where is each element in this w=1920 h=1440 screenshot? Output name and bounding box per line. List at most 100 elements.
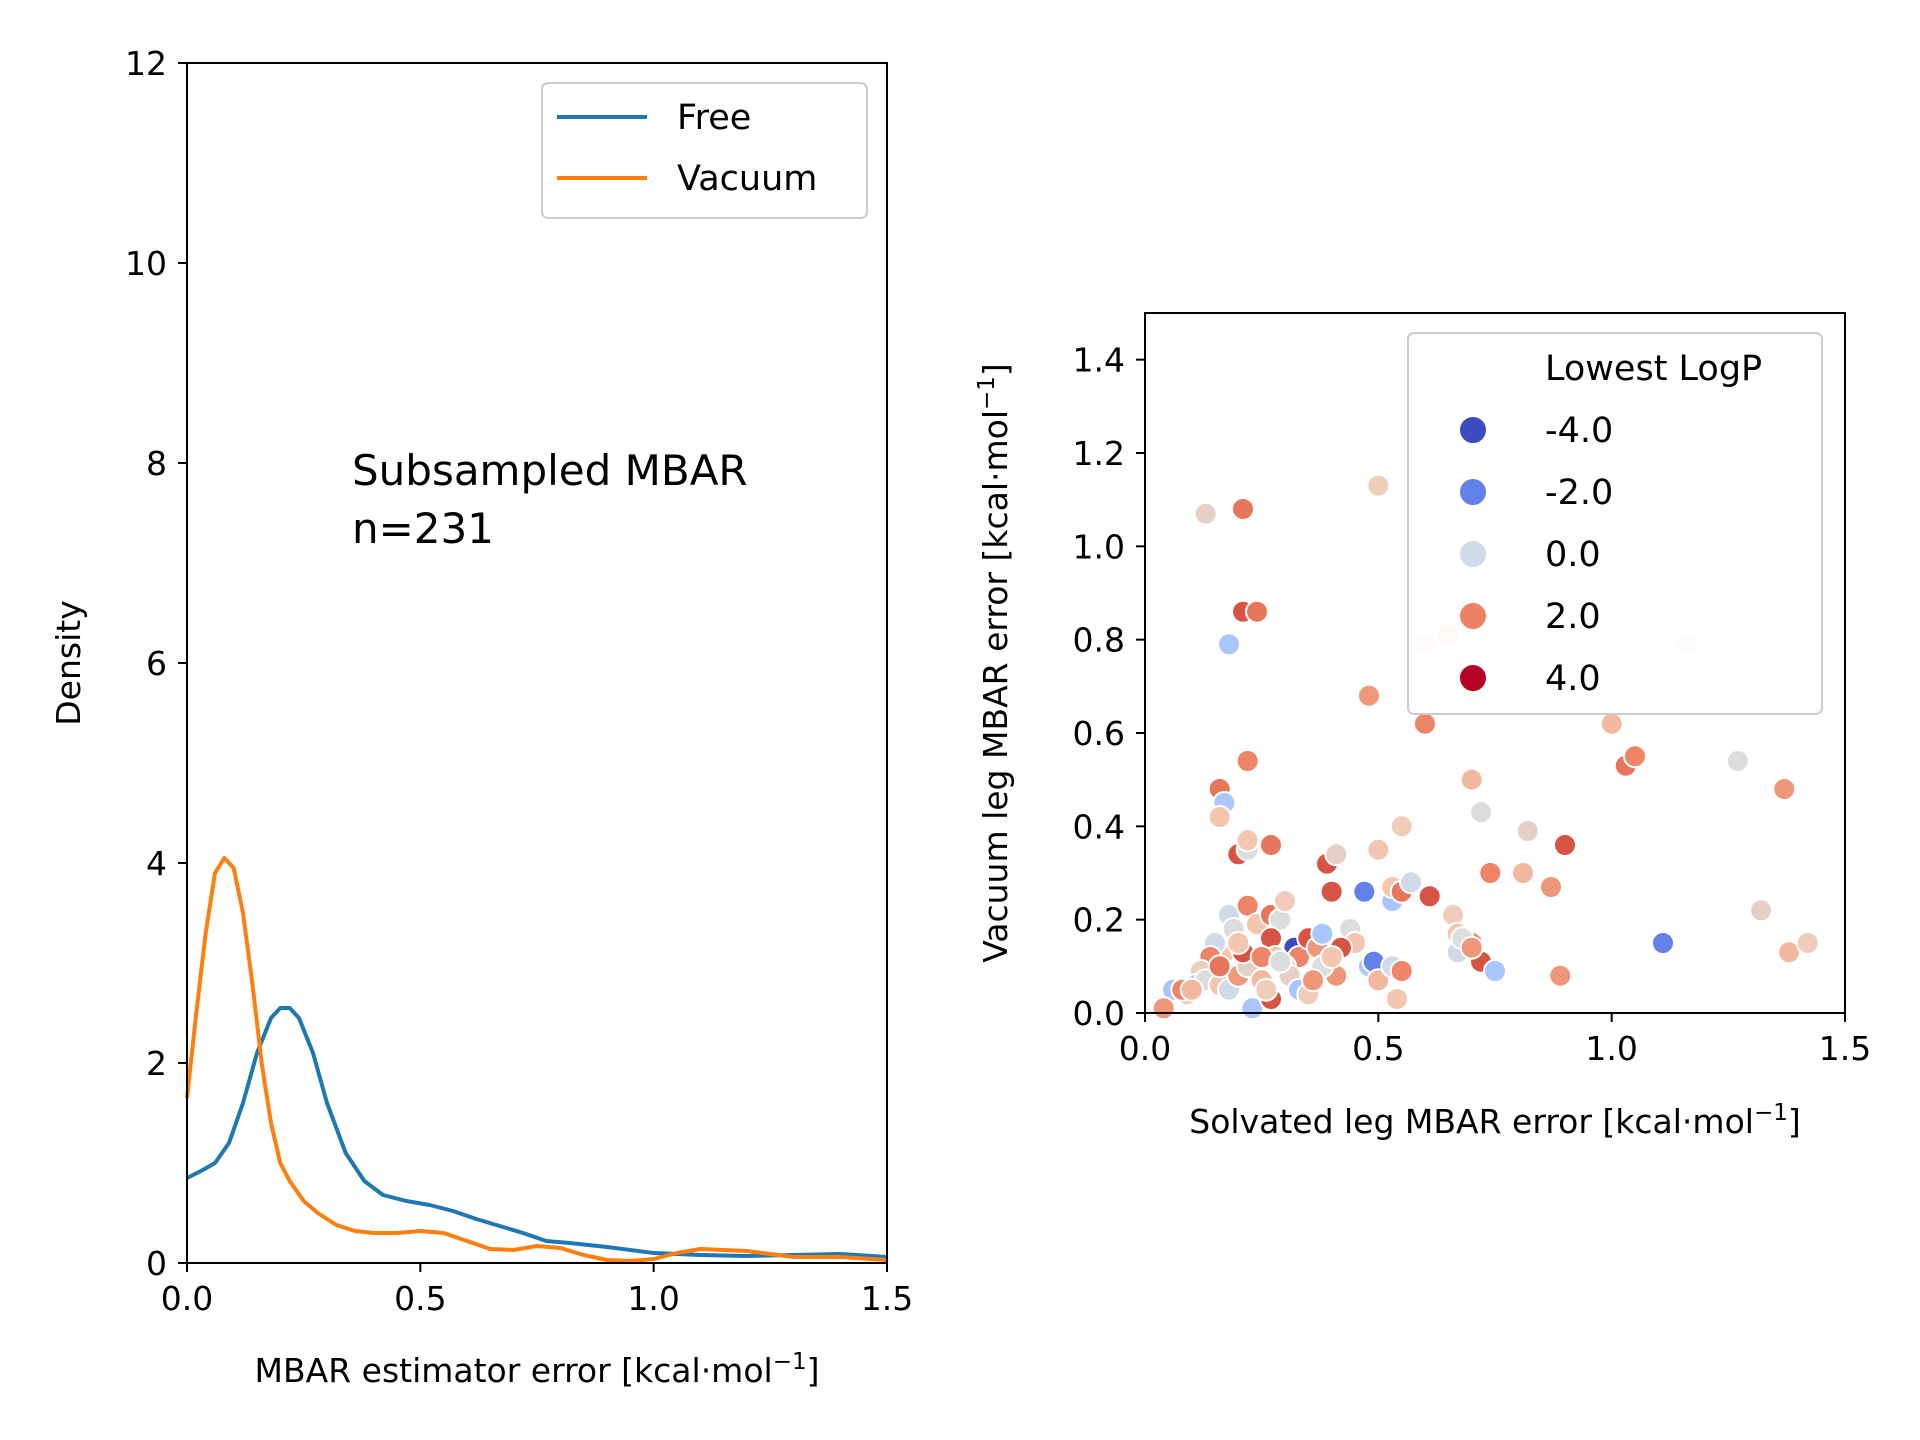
scatter-point: [1319, 945, 1344, 969]
scatter-point: [1413, 711, 1437, 736]
scatter-point: [1389, 959, 1414, 983]
scatter-point: [1539, 875, 1563, 899]
left-x-tick-label: 1.5: [861, 1279, 913, 1318]
left-axis-ticks: 0.0 0.5 1.0 1.5 0 2 4 6 8 10 12: [125, 44, 913, 1318]
legend-free-label: Free: [677, 98, 751, 138]
left-plot-frame: [186, 62, 888, 1264]
left-y-axis-label: Density: [49, 600, 88, 725]
right-x-axis-label: Solvated leg MBAR error [kcal·mol−1]: [1189, 1100, 1800, 1141]
right-y-tick-label: 0.8: [1073, 621, 1125, 660]
annotation-line-2: n=231: [352, 504, 494, 553]
scatter-point: [1772, 777, 1797, 801]
right-scatter-points: [1151, 473, 1820, 1021]
right-x-tick-label: 1.0: [1585, 1029, 1637, 1068]
scatter-point: [1623, 744, 1647, 769]
scatter-point: [1226, 931, 1251, 955]
scatter-point: [1310, 921, 1335, 946]
scatter-point: [1795, 931, 1820, 955]
series-line-free: [186, 1006, 888, 1259]
scatter-point: [1749, 898, 1773, 923]
left-y-tick-label: 6: [146, 644, 167, 683]
scatter-point: [1324, 842, 1349, 867]
right-plot-frame: [1144, 312, 1846, 1014]
right-y-tick-label: 1.0: [1073, 527, 1125, 566]
scatter-point: [1366, 968, 1391, 993]
scatter-point: [1385, 987, 1409, 1011]
series-line-vacuum: [185, 856, 888, 1263]
left-y-tick-label: 2: [146, 1044, 167, 1083]
scatter-point: [1417, 884, 1442, 909]
right-x-tick-label: 0.0: [1119, 1029, 1171, 1068]
right-legend-title: Lowest LogP: [1545, 349, 1762, 389]
right-y-axis-label: Vacuum leg MBAR error [kcal·mol−1]: [974, 363, 1015, 963]
scatter-point: [1207, 954, 1232, 979]
right-y-tick-label: 1.2: [1073, 434, 1125, 473]
left-x-tick-label: 1.0: [627, 1279, 679, 1318]
scatter-point: [1235, 893, 1260, 918]
right-legend-box: [1407, 332, 1823, 715]
scatter-point: [1366, 473, 1391, 498]
right-x-tick-label: 0.5: [1352, 1029, 1404, 1068]
legend-swatch: [1458, 415, 1488, 445]
legend-entry-label: -4.0: [1545, 411, 1613, 451]
right-y-tick-label: 0.4: [1073, 807, 1125, 846]
annotation-line-1: Subsampled MBAR: [352, 446, 748, 495]
right-x-tick-label: 1.5: [1819, 1029, 1871, 1068]
legend-entry-label: 4.0: [1545, 659, 1601, 699]
scatter-point: [1352, 879, 1377, 904]
scatter-point: [1301, 968, 1325, 993]
scatter-point: [1651, 931, 1675, 955]
scatter-point: [1389, 814, 1414, 839]
legend-swatch: [1458, 663, 1488, 693]
right-scatter-plot: 0.0 0.5 1.0 1.5 0.0 0.2 0.4 0.6 0.8 1.0 1.2 1.4 Vac…: [974, 312, 1872, 1141]
scatter-point: [1515, 819, 1540, 843]
scatter-point: [1151, 996, 1176, 1021]
scatter-point: [1207, 805, 1232, 829]
scatter-point: [1254, 977, 1279, 1002]
scatter-point: [1193, 501, 1218, 526]
left-x-tick-label: 0.5: [394, 1279, 446, 1318]
scatter-point: [1319, 879, 1344, 904]
left-legend: Free Vacuum: [541, 82, 868, 219]
scatter-point: [1217, 632, 1241, 657]
left-y-tick-label: 4: [146, 844, 167, 883]
scatter-point: [1459, 935, 1484, 960]
scatter-point: [1469, 800, 1493, 825]
scatter-point: [1235, 749, 1260, 773]
scatter-point: [1357, 683, 1381, 708]
scatter-point: [1511, 861, 1535, 885]
legend-entry-label: -2.0: [1545, 473, 1613, 513]
right-y-tick-label: 1.4: [1073, 341, 1125, 380]
legend-swatch: [1458, 601, 1488, 631]
left-x-tick-label: 0.0: [161, 1279, 213, 1318]
scatter-point: [1268, 949, 1293, 974]
left-y-tick-label: 8: [146, 444, 167, 483]
scatter-point: [1777, 940, 1801, 965]
right-legend: Lowest LogP -4.0 -2.0 0.0 2.0 4.0: [1407, 332, 1823, 715]
scatter-point: [1259, 833, 1283, 857]
legend-vacuum-label: Vacuum: [677, 159, 817, 199]
scatter-point: [1459, 767, 1484, 792]
legend-entry-label: 2.0: [1545, 597, 1601, 637]
legend-swatch: [1458, 477, 1488, 507]
scatter-point: [1483, 959, 1507, 983]
left-x-axis-label: MBAR estimator error [kcal·mol−1]: [255, 1349, 820, 1390]
scatter-point: [1478, 861, 1503, 885]
left-y-tick-label: 12: [125, 44, 167, 83]
right-legend-entries: -4.0 -2.0 0.0 2.0 4.0: [1458, 411, 1613, 699]
scatter-point: [1235, 828, 1260, 853]
right-y-tick-label: 0.0: [1073, 994, 1125, 1033]
right-axis-ticks: 0.0 0.5 1.0 1.5 0.0 0.2 0.4 0.6 0.8 1.0 1.2 1.4: [1073, 341, 1872, 1068]
left-y-tick-label: 10: [125, 244, 167, 283]
legend-entry-label: 0.0: [1545, 535, 1601, 575]
scatter-point: [1231, 497, 1255, 521]
scatter-point: [1399, 870, 1423, 895]
scatter-point: [1599, 711, 1624, 736]
scatter-point: [1366, 837, 1391, 862]
scatter-point: [1548, 963, 1573, 988]
scatter-point: [1553, 833, 1577, 857]
scatter-point: [1179, 977, 1204, 1002]
scatter-point: [1245, 599, 1269, 624]
right-y-tick-label: 0.2: [1073, 901, 1125, 940]
